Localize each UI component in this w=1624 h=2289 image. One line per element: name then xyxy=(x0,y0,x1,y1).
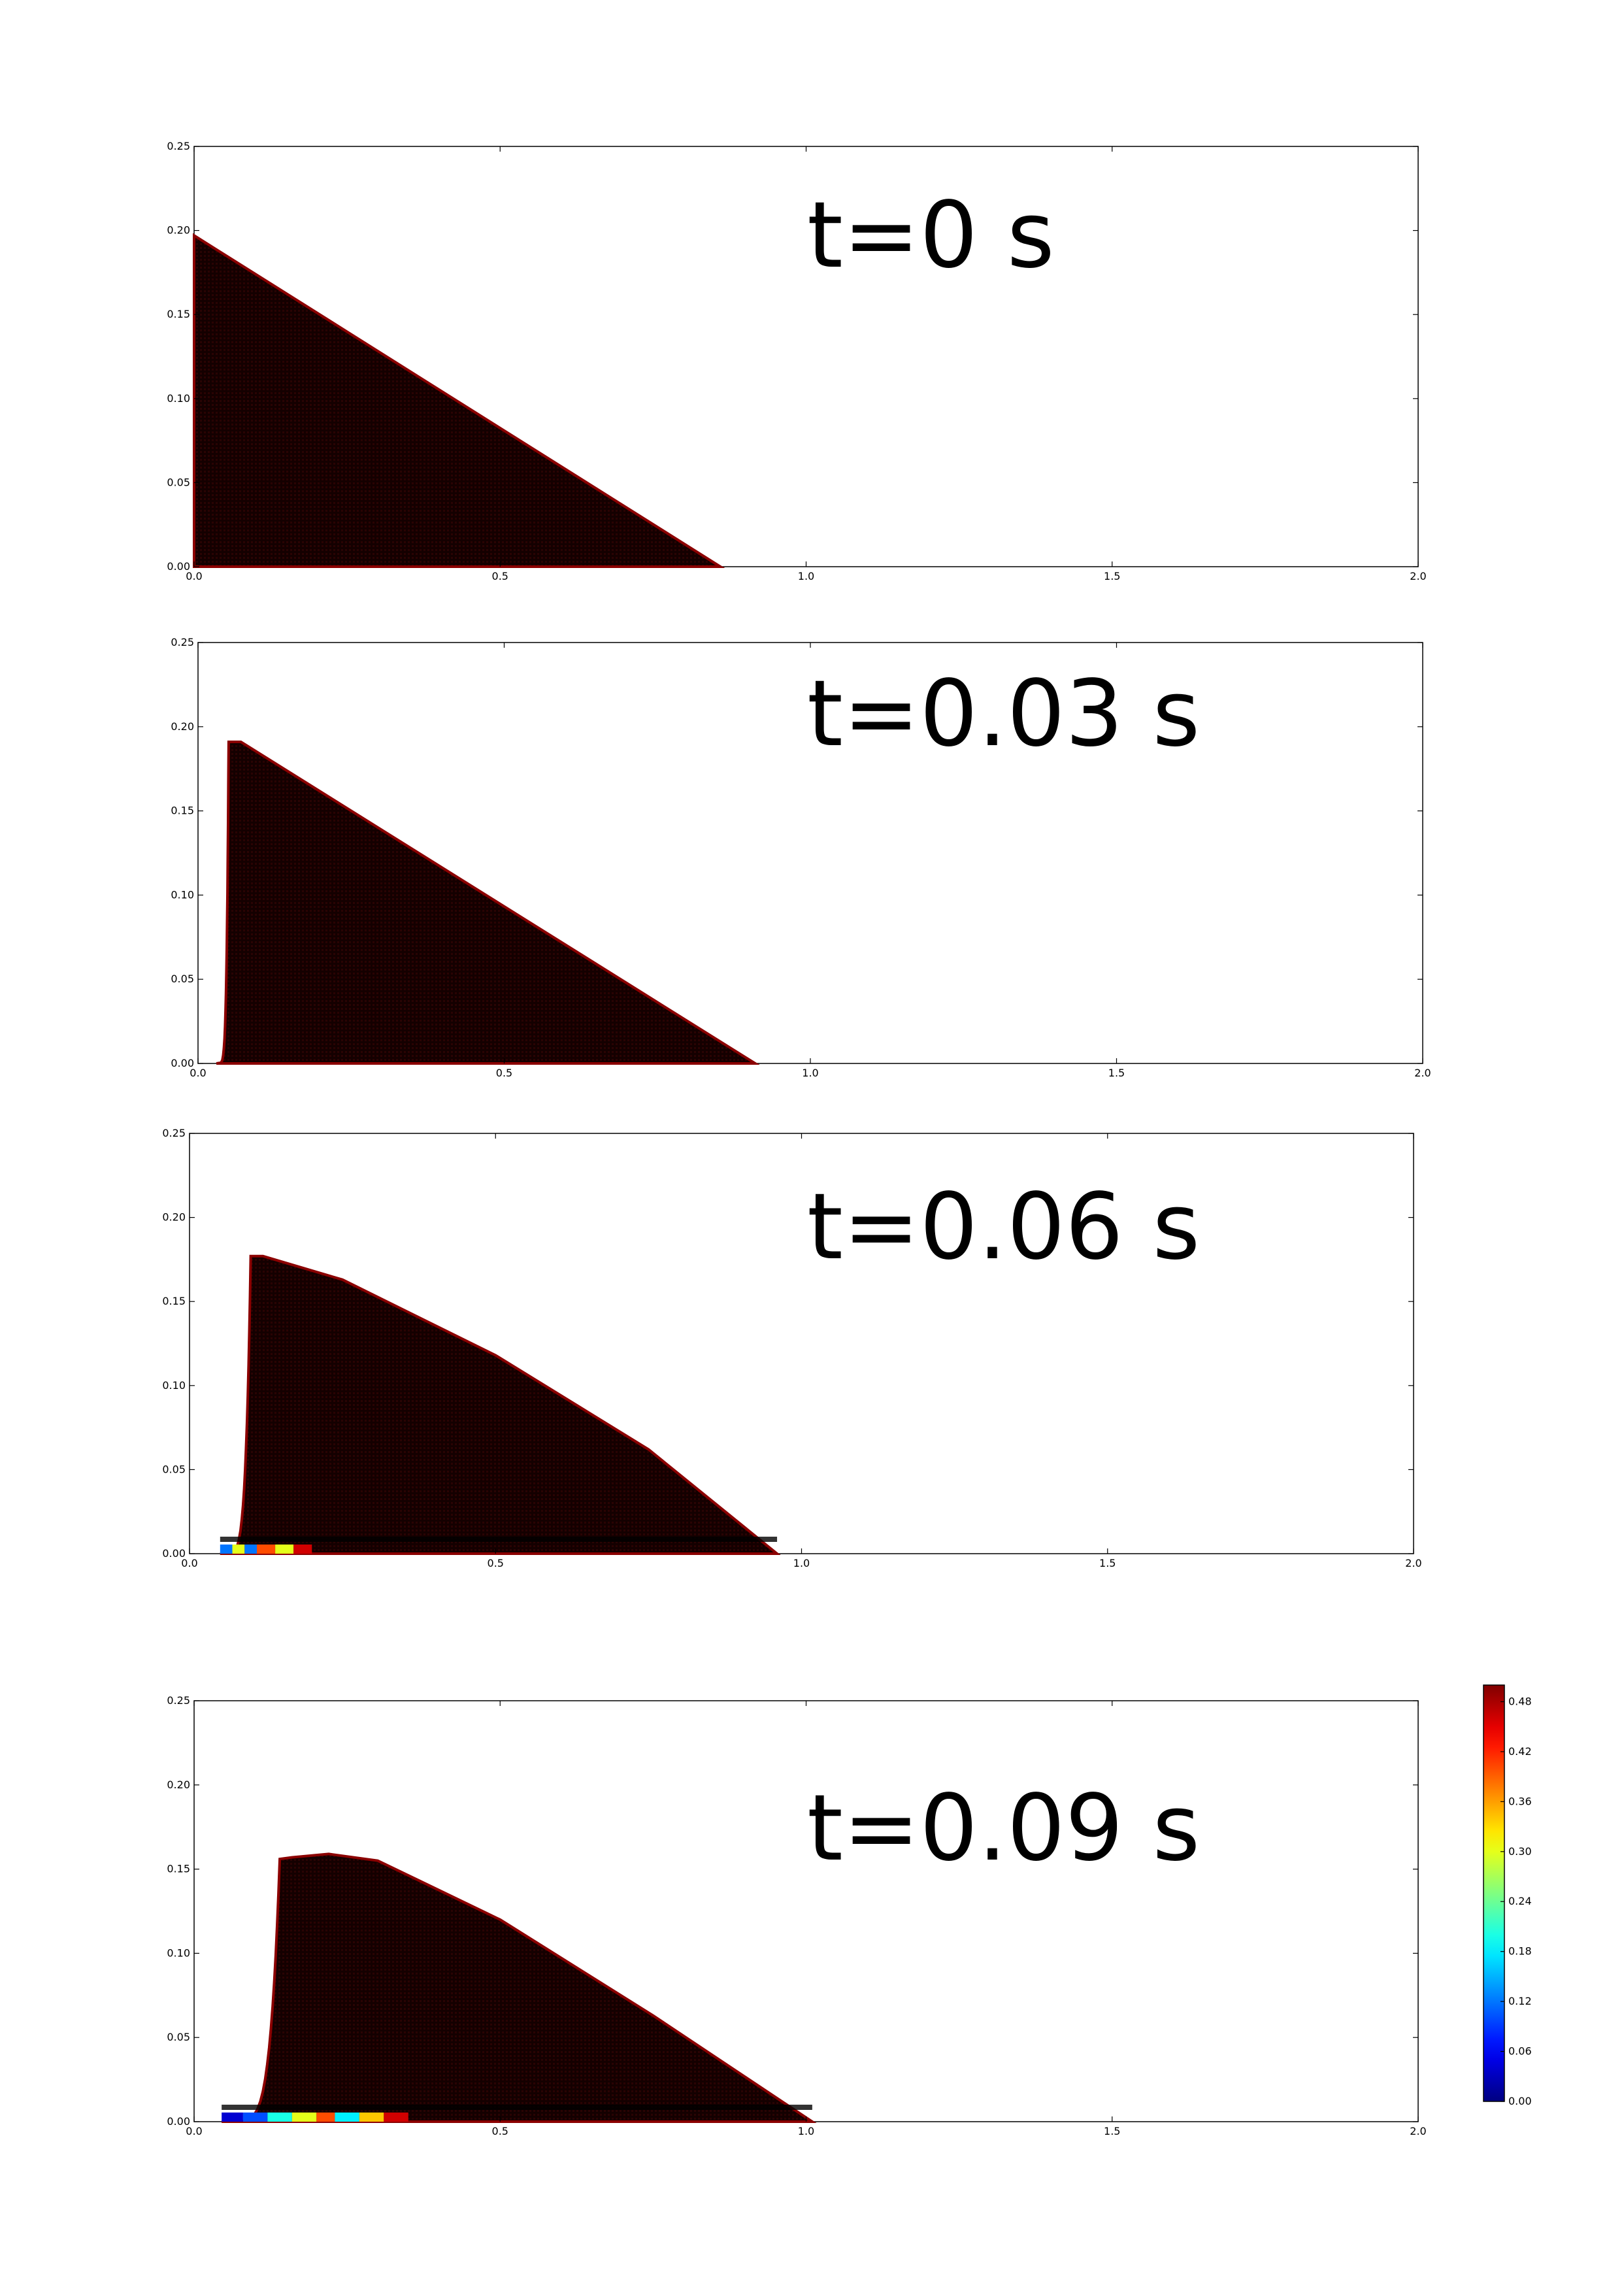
fluid-region xyxy=(222,1852,817,2123)
colorbar-tick-label: 0.48 xyxy=(1508,1695,1532,1707)
colorbar-tick-label: 0.12 xyxy=(1508,1995,1532,2007)
y-tick-label: 0.10 xyxy=(167,1946,190,1959)
x-tick-label: 1.0 xyxy=(798,2125,814,2137)
bottom-layer-cell xyxy=(359,2113,384,2122)
y-tick-label: 0.00 xyxy=(171,1057,194,1069)
colorbar: 0.00 0.06 0.12 0.18 0.24 0.30 0.36 0.42 0.48 xyxy=(1483,1684,1532,2107)
x-tick-label: 2.0 xyxy=(1414,1067,1431,1079)
y-tick-label: 0.00 xyxy=(162,1547,186,1560)
chart-panel-1: 0.0 0.5 1.0 1.5 2.0 0.00 0.05 0.10 0.15 0.20 0.25 t… xyxy=(167,140,1426,582)
x-tick-label: 1.5 xyxy=(1108,1067,1125,1079)
x-tick-label: 0.5 xyxy=(492,2125,508,2137)
fluid-region xyxy=(216,741,760,1065)
y-tick-label: 0.20 xyxy=(167,224,190,237)
x-tick-label: 0.0 xyxy=(186,2125,202,2137)
y-tick-label: 0.05 xyxy=(162,1463,186,1475)
base-shear-band xyxy=(220,1537,778,1542)
y-tick-label: 0.00 xyxy=(167,2115,190,2128)
y-tick-label: 0.20 xyxy=(171,720,194,733)
y-tick-label: 0.25 xyxy=(167,140,190,152)
x-tick-label: 1.0 xyxy=(798,570,814,582)
bottom-layer-cell xyxy=(384,2113,408,2122)
y-tick-label: 0.25 xyxy=(162,1127,186,1139)
x-tick-label: 0.5 xyxy=(488,1557,504,1569)
x-tick-label: 2.0 xyxy=(1405,1557,1421,1569)
time-annotation: t=0 s xyxy=(807,182,1055,289)
y-tick-label: 0.15 xyxy=(171,805,194,817)
y-tick-label: 0.25 xyxy=(171,636,194,648)
y-tick-label: 0.25 xyxy=(167,1694,190,1707)
bottom-layer-cell xyxy=(275,1545,294,1554)
chart-panel-4: 0.0 0.5 1.0 1.5 2.0 0.00 0.05 0.10 0.15 0.20 0.25 t… xyxy=(167,1694,1426,2137)
x-tick-label: 0.0 xyxy=(190,1067,206,1079)
x-tick-label: 2.0 xyxy=(1410,2125,1426,2137)
x-tick-label: 1.0 xyxy=(802,1067,818,1079)
bottom-layer-cell xyxy=(242,2113,268,2122)
bottom-layer-cell xyxy=(244,1545,257,1554)
x-tick-label: 2.0 xyxy=(1410,570,1426,582)
x-tick-label: 0.5 xyxy=(496,1067,512,1079)
colorbar-tick-label: 0.06 xyxy=(1508,2045,1532,2058)
y-tick-label: 0.00 xyxy=(167,560,190,573)
bottom-layer-cell xyxy=(267,2113,292,2122)
colorbar-tick-label: 0.30 xyxy=(1508,1845,1532,1858)
x-tick-label: 1.5 xyxy=(1099,1557,1116,1569)
y-tick-label: 0.05 xyxy=(167,476,190,488)
chart-panel-2: 0.0 0.5 1.0 1.5 2.0 0.00 0.05 0.10 0.15 0.20 0.25 t… xyxy=(171,636,1431,1079)
colorbar-gradient xyxy=(1483,1684,1505,2102)
bottom-layer-cell xyxy=(335,2113,359,2122)
y-tick-label: 0.10 xyxy=(171,888,194,901)
y-tick-label: 0.15 xyxy=(167,308,190,320)
time-annotation: t=0.06 s xyxy=(807,1174,1200,1280)
x-tick-label: 0.0 xyxy=(186,570,202,582)
colorbar-tick-label: 0.24 xyxy=(1508,1895,1532,1907)
x-tick-label: 1.5 xyxy=(1104,570,1120,582)
y-tick-label: 0.15 xyxy=(162,1295,186,1307)
bottom-layer-cell xyxy=(293,1545,312,1554)
colorbar-tick-label: 0.00 xyxy=(1508,2095,1532,2107)
y-tick-label: 0.20 xyxy=(167,1779,190,1791)
x-tick-label: 0.5 xyxy=(492,570,508,582)
chart-panel-3: 0.0 0.5 1.0 1.5 2.0 0.00 0.05 0.10 0.15 0.20 0.25 t… xyxy=(162,1127,1421,1569)
y-tick-label: 0.10 xyxy=(162,1379,186,1392)
time-annotation: t=0.03 s xyxy=(807,661,1200,767)
time-annotation: t=0.09 s xyxy=(807,1775,1200,1882)
bottom-layer-cell xyxy=(316,2113,335,2122)
colorbar-tick-label: 0.42 xyxy=(1508,1745,1532,1758)
colorbar-tick-label: 0.18 xyxy=(1508,1945,1532,1958)
y-tick-label: 0.05 xyxy=(171,973,194,985)
y-tick-label: 0.15 xyxy=(167,1863,190,1875)
bottom-layer-cell xyxy=(222,2113,243,2122)
fluid-region xyxy=(193,233,725,568)
y-tick-label: 0.20 xyxy=(162,1211,186,1224)
bottom-layer-cell xyxy=(220,1545,233,1554)
bottom-layer-cell xyxy=(257,1545,276,1554)
base-shear-band xyxy=(222,2105,812,2110)
y-tick-label: 0.05 xyxy=(167,2031,190,2043)
x-tick-label: 0.0 xyxy=(181,1557,197,1569)
x-tick-label: 1.5 xyxy=(1104,2125,1120,2137)
colorbar-tick-label: 0.36 xyxy=(1508,1795,1532,1807)
x-tick-label: 1.0 xyxy=(793,1557,810,1569)
y-tick-label: 0.10 xyxy=(167,392,190,405)
bottom-layer-cell xyxy=(291,2113,317,2122)
bottom-layer-cell xyxy=(232,1545,245,1554)
